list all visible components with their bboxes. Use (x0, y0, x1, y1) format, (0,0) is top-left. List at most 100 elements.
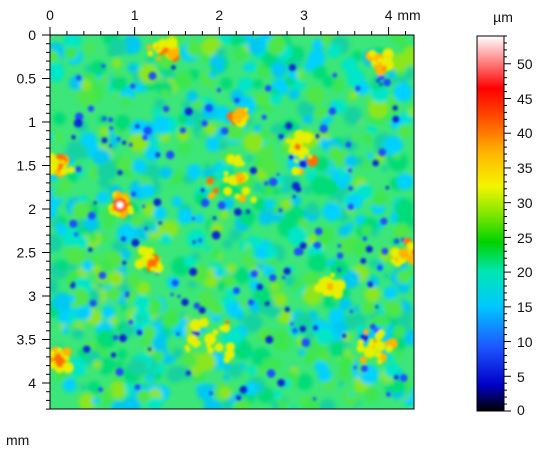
y-tick-label-1-5: 1.5 (17, 158, 37, 174)
low-pit (372, 159, 379, 167)
height-patch (239, 300, 249, 309)
height-patch (194, 213, 205, 224)
height-patch (293, 312, 314, 333)
low-pit (367, 281, 374, 288)
x-axis: 0 1 2 3 4 mm (46, 7, 421, 36)
height-patch (220, 334, 230, 343)
high-peak (368, 49, 377, 58)
high-peak (244, 107, 249, 112)
height-patch (211, 222, 223, 235)
height-patch (387, 323, 395, 331)
low-pit (378, 148, 387, 157)
x-tick-label-0: 0 (46, 7, 54, 23)
height-patch (208, 70, 217, 79)
height-patch (290, 405, 297, 409)
height-patch (133, 294, 150, 311)
height-patch (115, 361, 124, 369)
high-peak (225, 342, 235, 352)
height-patch (180, 351, 197, 368)
low-pit (234, 208, 242, 216)
height-patch (339, 102, 347, 110)
height-patch (396, 172, 414, 190)
high-peak (363, 328, 370, 335)
height-patch (205, 136, 221, 152)
height-patch (91, 265, 102, 275)
height-patch (172, 348, 184, 359)
height-patch (333, 321, 348, 336)
height-patch (174, 71, 193, 90)
high-peak (386, 52, 392, 57)
height-patch (311, 39, 323, 51)
low-pit (87, 211, 96, 220)
low-pit (348, 186, 353, 191)
height-patch (396, 270, 410, 284)
high-peak (115, 212, 120, 217)
height-patch (90, 313, 102, 325)
height-patch (383, 272, 390, 279)
height-patch (186, 164, 202, 179)
high-peak (204, 333, 216, 345)
high-peak (309, 134, 314, 139)
high-peak (146, 44, 152, 50)
height-patch (50, 233, 63, 253)
height-patch (305, 202, 319, 216)
low-pit (76, 75, 82, 81)
low-pit (88, 247, 93, 252)
height-patch (67, 312, 77, 321)
high-peak (219, 325, 226, 332)
colorbar-tick-50: 50 (517, 56, 533, 72)
height-patch (114, 114, 131, 132)
height-patch (62, 377, 77, 393)
low-pit (380, 217, 388, 225)
height-patch (254, 246, 268, 260)
high-peak (377, 358, 383, 365)
high-peak (285, 138, 291, 144)
low-pit (179, 127, 186, 134)
height-patch (384, 352, 395, 363)
low-pit (131, 238, 140, 247)
low-pit (360, 258, 367, 264)
low-pit (239, 385, 248, 394)
y-tick-label-0: 0 (28, 27, 36, 43)
low-pit (299, 242, 307, 250)
low-pit (369, 323, 377, 330)
low-pit (313, 325, 318, 331)
height-patch (247, 365, 257, 376)
height-patch (153, 206, 167, 220)
high-peak (57, 347, 63, 353)
low-pit (142, 204, 146, 208)
high-peak (374, 340, 386, 352)
high-peak (330, 272, 336, 278)
low-pit (276, 173, 280, 176)
height-patch (203, 398, 222, 409)
high-peak (326, 290, 333, 297)
height-patch (208, 301, 224, 316)
height-patch (69, 287, 90, 307)
high-peak (212, 329, 219, 336)
low-pit (251, 270, 258, 278)
low-pit (362, 236, 368, 241)
height-patch (142, 325, 156, 339)
high-peak (381, 56, 392, 67)
low-pit (394, 238, 400, 244)
y-axis-unit: mm (6, 432, 29, 448)
height-patch (243, 313, 263, 333)
low-pit (130, 83, 136, 89)
height-patch (102, 387, 114, 399)
height-patch (270, 283, 278, 291)
high-peak (375, 351, 382, 358)
high-peak (377, 58, 383, 63)
low-pit (209, 391, 213, 395)
high-peak (150, 266, 155, 272)
height-patch (348, 390, 355, 397)
height-patch (127, 62, 138, 73)
low-pit (176, 332, 180, 336)
high-peak (374, 332, 383, 341)
height-patch (322, 202, 342, 222)
low-pit (336, 252, 344, 259)
low-pit (278, 134, 284, 139)
height-patch (79, 194, 88, 203)
height-patch (269, 94, 282, 106)
height-patch (361, 225, 372, 236)
height-patch (344, 155, 358, 169)
